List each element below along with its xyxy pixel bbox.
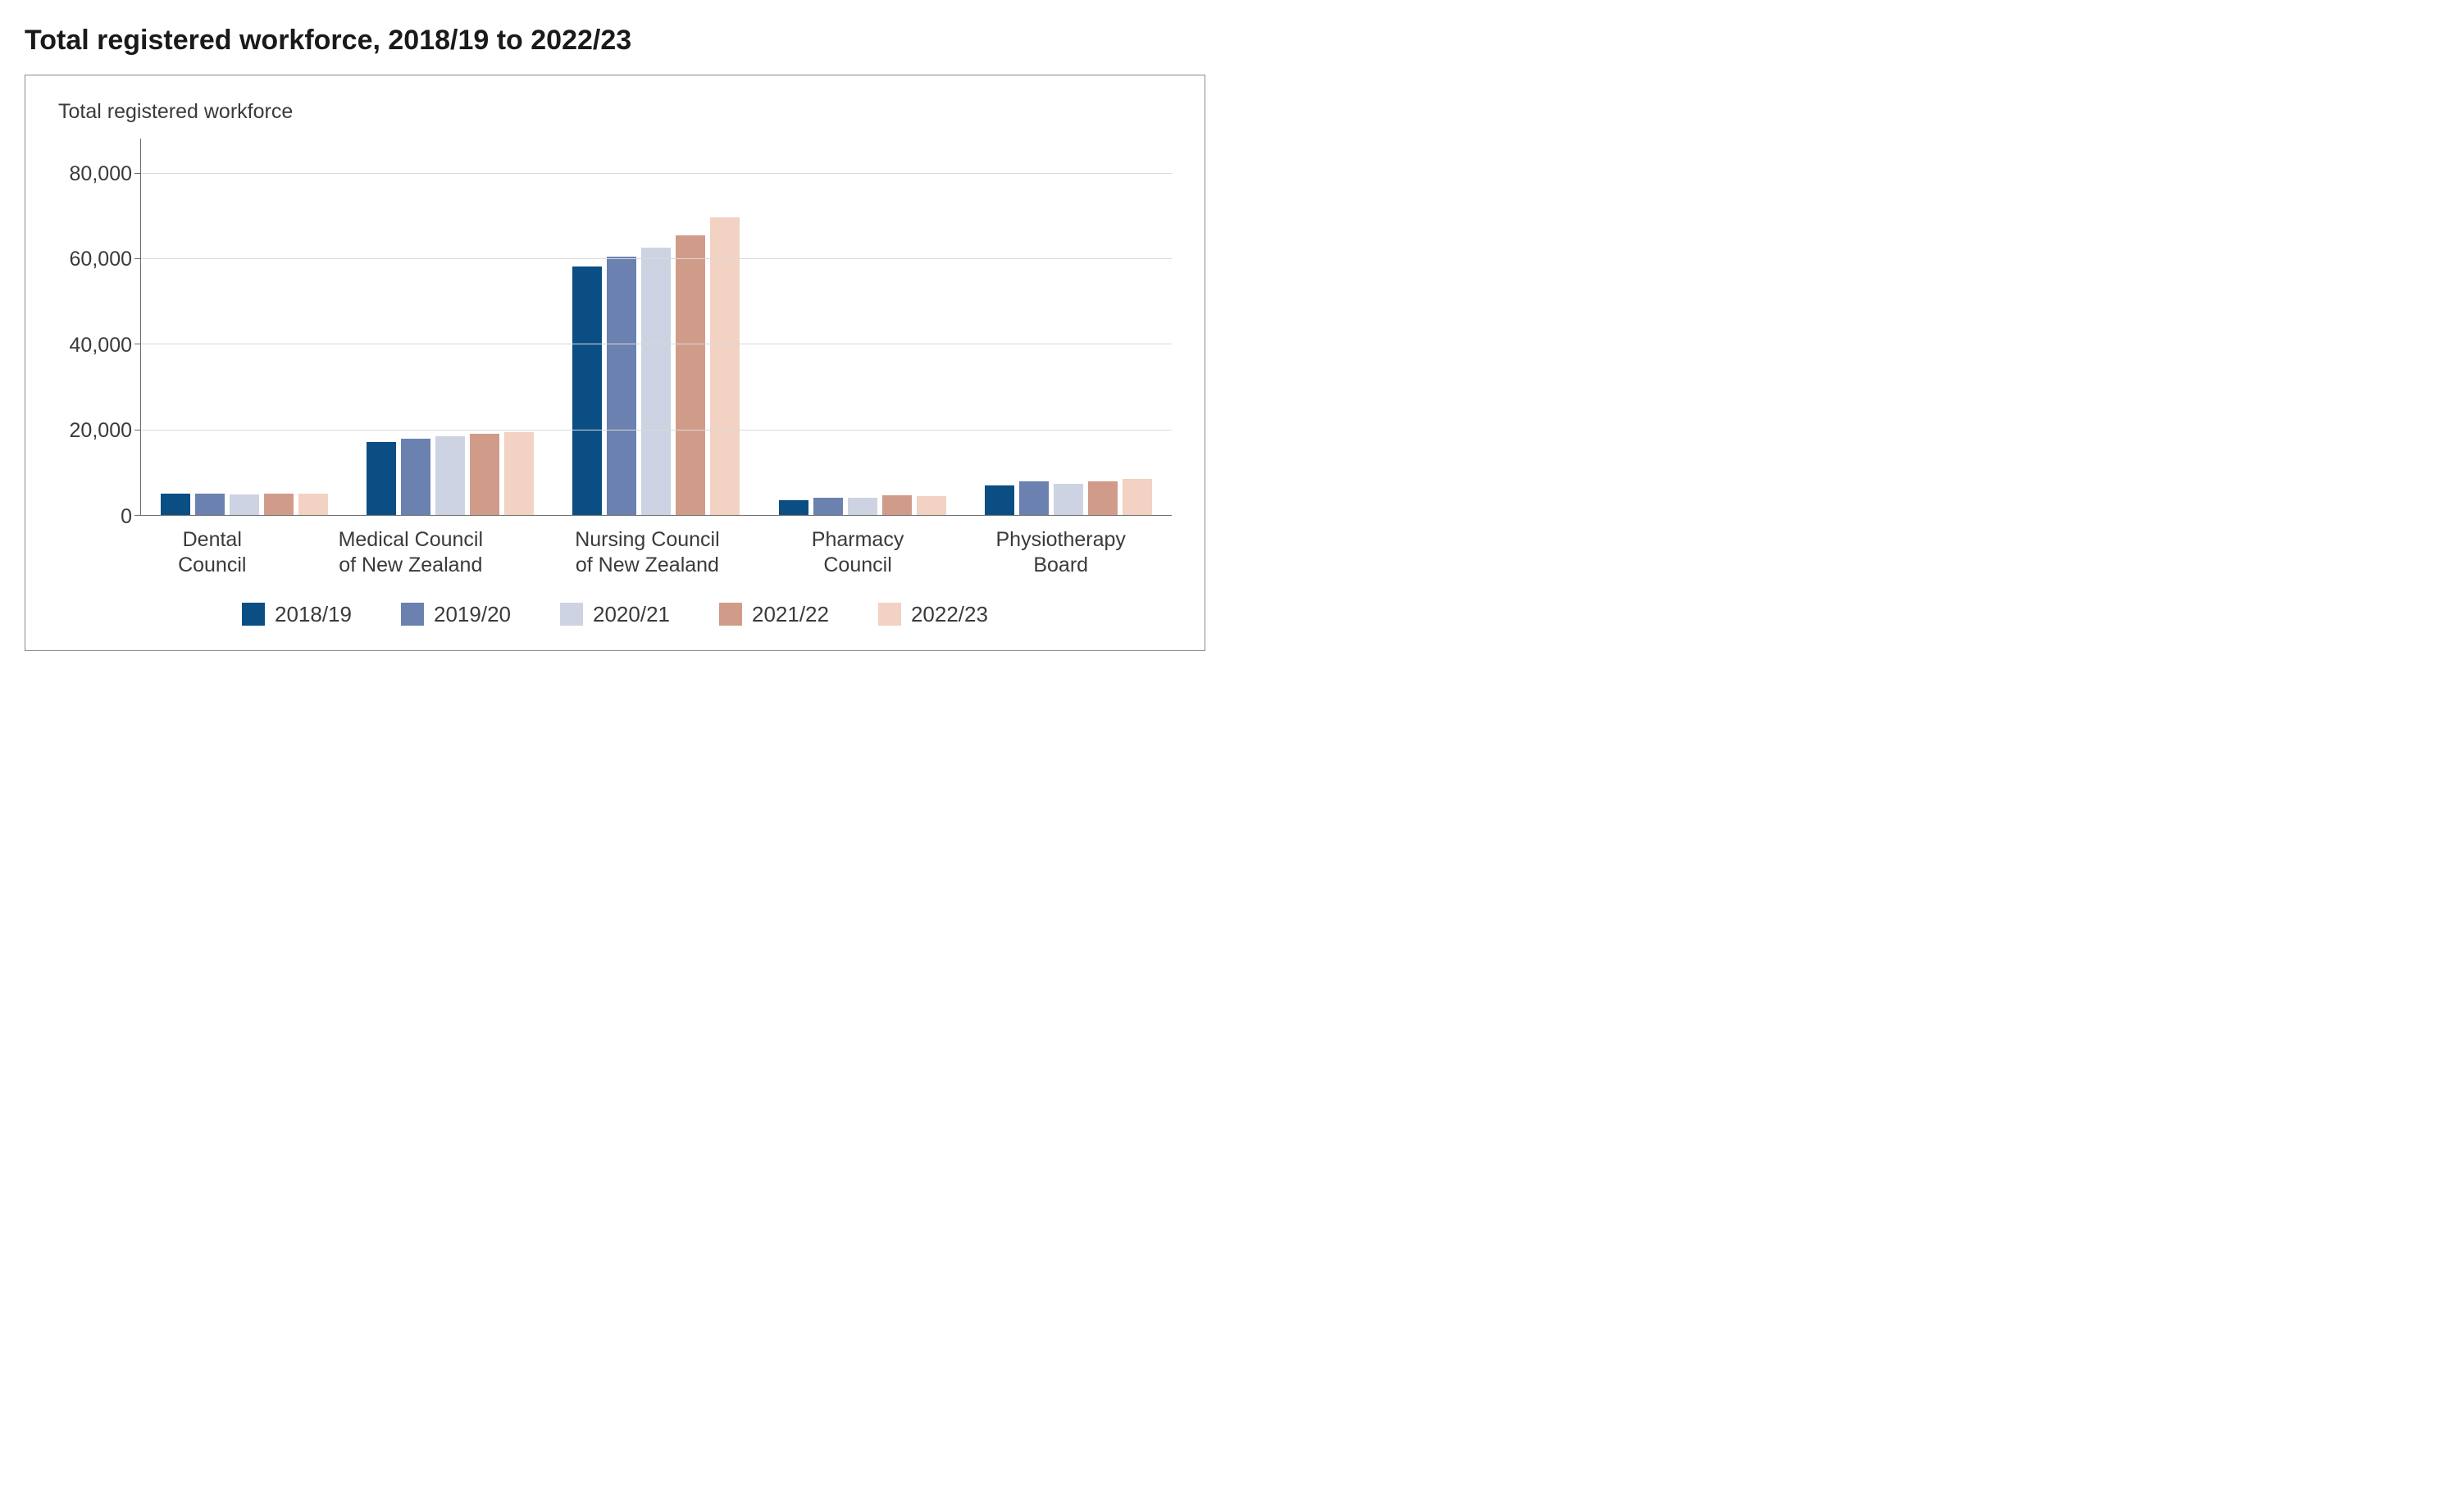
bar	[161, 494, 190, 515]
bar	[676, 235, 705, 515]
x-axis-labels: Dental Council Medical Council of New Zea…	[132, 527, 1172, 579]
bar-group	[985, 479, 1152, 515]
bar	[882, 495, 912, 515]
bar	[572, 266, 602, 515]
x-tick-label: Medical Council of New Zealand	[339, 527, 483, 579]
bar-group	[572, 217, 740, 515]
y-axis-title: Total registered workforce	[58, 100, 1172, 124]
y-tick-label: 40,000	[70, 334, 132, 358]
legend-label: 2021/22	[752, 602, 829, 627]
bar	[504, 432, 534, 515]
bar-group	[161, 494, 328, 515]
legend-item: 2021/22	[719, 602, 829, 627]
bar	[298, 494, 328, 515]
chart-frame: Total registered workforce 0 20,000 40,000…	[25, 75, 1205, 651]
x-axis-row: Dental Council Medical Council of New Zea…	[58, 516, 1172, 579]
bar	[401, 439, 430, 515]
page: Total registered workforce, 2018/19 to 2…	[0, 0, 1230, 684]
legend-label: 2019/20	[434, 602, 511, 627]
bar	[607, 257, 636, 515]
legend-label: 2020/21	[593, 602, 670, 627]
legend-swatch	[878, 603, 901, 626]
legend-swatch	[719, 603, 742, 626]
chart-title: Total registered workforce, 2018/19 to 2…	[25, 25, 1205, 57]
legend-item: 2020/21	[560, 602, 670, 627]
y-tick-label: 80,000	[70, 162, 132, 186]
legend-swatch	[401, 603, 424, 626]
legend-item: 2018/19	[242, 602, 352, 627]
x-tick-label: Pharmacy Council	[812, 527, 904, 579]
bar	[1054, 484, 1083, 515]
gridline	[141, 173, 1172, 174]
x-tick-label: Physiotherapy Board	[995, 527, 1125, 579]
legend-swatch	[242, 603, 265, 626]
y-tick-label: 0	[121, 505, 132, 529]
bar	[710, 217, 740, 515]
gridline	[141, 258, 1172, 259]
bar	[813, 498, 843, 515]
y-axis-labels: 020,00040,00060,00080,000	[58, 139, 140, 516]
bar-groups	[141, 139, 1172, 515]
legend-label: 2018/19	[275, 602, 352, 627]
bar	[230, 494, 259, 515]
bar	[435, 436, 465, 515]
bar	[264, 494, 294, 515]
legend-item: 2022/23	[878, 602, 988, 627]
plot-area	[140, 139, 1172, 516]
legend-item: 2019/20	[401, 602, 511, 627]
bar	[1019, 481, 1049, 515]
legend: 2018/19 2019/20 2020/21 2021/22 2022/23	[58, 602, 1172, 627]
legend-swatch	[560, 603, 583, 626]
y-tick-mark	[134, 515, 141, 516]
bar	[1123, 479, 1152, 515]
bar	[848, 498, 877, 515]
bar	[917, 496, 946, 515]
bar-group	[367, 432, 534, 515]
x-tick-label: Nursing Council of New Zealand	[575, 527, 719, 579]
bar	[1088, 481, 1118, 515]
bar	[641, 248, 671, 515]
bar	[985, 485, 1014, 515]
bar-group	[779, 495, 946, 515]
bar	[779, 500, 808, 515]
plot-row: 020,00040,00060,00080,000	[58, 139, 1172, 516]
bar	[367, 442, 396, 515]
bar	[195, 494, 225, 515]
y-tick-mark	[134, 258, 141, 259]
y-tick-label: 20,000	[70, 419, 132, 443]
x-tick-label: Dental Council	[178, 527, 246, 579]
legend-label: 2022/23	[911, 602, 988, 627]
bar	[470, 434, 499, 515]
y-tick-mark	[134, 173, 141, 174]
y-tick-label: 60,000	[70, 248, 132, 271]
